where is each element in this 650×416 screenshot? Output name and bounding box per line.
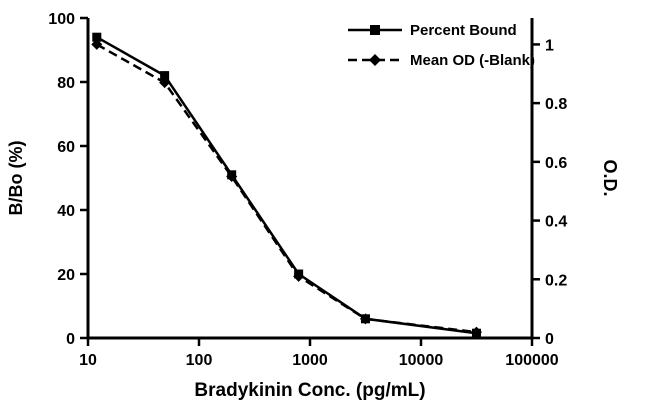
y-axis-left-tick-label: 0: [66, 331, 75, 348]
y-axis-left-tick-label: 60: [57, 139, 75, 156]
y-axis-left-tick-label: 20: [57, 267, 75, 284]
square-marker-icon: [160, 71, 170, 81]
y-axis-right-tick-label: 0.6: [545, 155, 567, 172]
x-axis-tick-label: 10: [79, 352, 97, 369]
diamond-marker-icon: [470, 326, 482, 338]
diamond-marker-icon: [91, 38, 103, 50]
y-axis-left-title: B/Bo (%): [6, 141, 26, 216]
diamond-marker-icon: [226, 171, 238, 183]
diamond-marker-icon: [359, 313, 371, 325]
legend-label: Mean OD (-Blank): [410, 52, 535, 69]
y-axis-right-tick-label: 1: [545, 37, 554, 54]
diamond-marker-icon: [293, 270, 305, 282]
legend-item-mean-od: Mean OD (-Blank): [348, 52, 535, 69]
x-axis-tick-label: 100000: [505, 352, 558, 369]
x-axis-tick-label: 1000: [292, 352, 328, 369]
y-axis-right-tick-label: 0: [545, 331, 554, 348]
series-line-solid: [96, 36, 477, 335]
y-axis-right-tick-label: 0.2: [545, 272, 567, 289]
x-axis-title: Bradykinin Conc. (pg/mL): [194, 380, 425, 401]
legend-label: Percent Bound: [410, 22, 517, 39]
y-axis-right-tick-label: 0.8: [545, 96, 567, 113]
y-axis-left-tick-label: 80: [57, 75, 75, 92]
diamond-marker-icon: [159, 77, 171, 89]
legend-item-percent-bound: Percent Bound: [348, 22, 517, 39]
diamond-marker-icon: [369, 54, 381, 66]
y-axis-right-title: O.D.: [600, 159, 620, 196]
x-axis-tick-label: 100: [186, 352, 213, 369]
series-line-dashed: [96, 43, 477, 334]
x-axis-tick-label: 10000: [399, 352, 444, 369]
y-axis-left-tick-label: 100: [48, 11, 75, 28]
y-axis-right-tick-label: 0.4: [545, 214, 567, 231]
square-marker-icon: [370, 25, 380, 35]
square-marker-icon: [92, 32, 102, 42]
y-axis-left-tick-label: 40: [57, 203, 75, 220]
chart-legend: Percent Bound Mean OD (-Blank): [348, 22, 535, 69]
